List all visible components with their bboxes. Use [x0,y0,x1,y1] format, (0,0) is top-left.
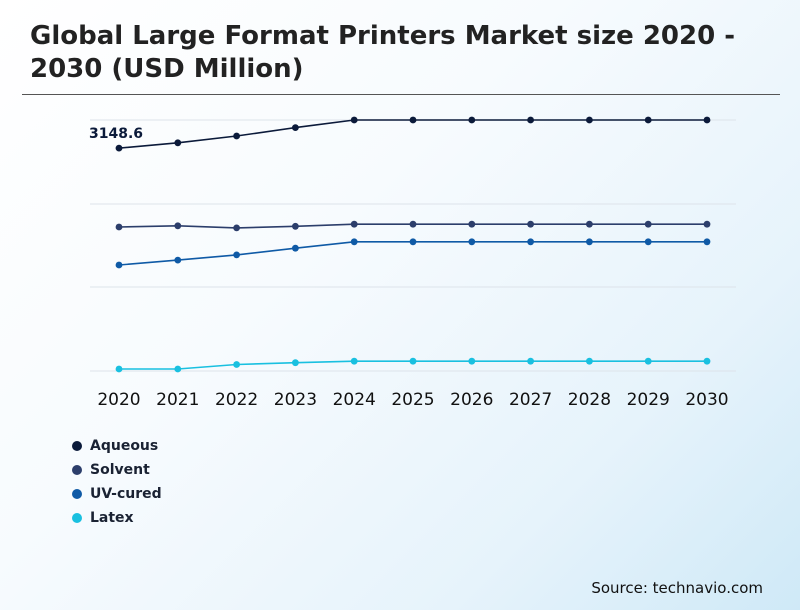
point-uv-cured-2021 [174,256,182,264]
point-solvent-2030 [703,220,711,228]
legend-marker-icon [72,465,82,475]
point-solvent-2026 [468,220,476,228]
line-chart: 2020 2021 2022 2023 2024 2025 2026 2027 2028 2029… [89,116,736,410]
point-latex-2028 [586,357,593,365]
x-tick-2022: 2022 [215,390,258,410]
x-tick-2020: 2020 [97,390,140,410]
point-solvent-2022 [233,224,241,232]
x-axis-ticks: 2020 2021 2022 2023 2024 2025 2026 2027 2028 2029… [97,390,728,410]
point-latex-2024 [350,357,358,365]
point-latex-2022 [233,361,241,368]
legend: Aqueous Solvent UV-cured Latex [72,434,162,530]
point-aqueous-2022 [233,132,241,140]
point-uv-cured-2026 [468,238,476,246]
point-latex-2023 [292,359,299,367]
point-aqueous-2029 [644,116,652,124]
series-lines [115,116,711,373]
point-uv-cured-2023 [292,244,299,252]
x-tick-2026: 2026 [450,390,493,410]
point-aqueous-2025 [409,116,417,124]
point-aqueous-2021 [174,139,182,147]
series-line-aqueous [118,119,707,149]
x-tick-2025: 2025 [391,390,434,410]
point-latex-2021 [174,365,182,373]
point-uv-cured-2029 [644,238,652,246]
x-tick-2027: 2027 [509,390,552,410]
point-latex-2025 [409,357,417,365]
point-latex-2030 [703,357,711,365]
point-solvent-2028 [586,220,593,228]
point-aqueous-2026 [468,116,476,124]
legend-item-latex: Latex [72,506,162,530]
point-latex-2029 [644,357,652,365]
gridlines [90,119,736,372]
point-latex-2027 [527,357,534,365]
point-latex-2026 [468,357,476,365]
point-solvent-2024 [350,220,358,228]
point-uv-cured-2028 [586,238,593,246]
title-divider [22,94,780,95]
x-tick-2024: 2024 [333,390,376,410]
legend-item-aqueous: Aqueous [72,434,162,458]
legend-label: Aqueous [90,438,159,454]
point-uv-cured-2022 [233,251,241,259]
x-tick-2021: 2021 [156,390,199,410]
point-solvent-2027 [527,220,534,228]
data-label-0: 3148.6 [89,126,143,142]
x-tick-2028: 2028 [568,390,611,410]
legend-marker-icon [72,441,82,451]
point-uv-cured-2027 [527,238,534,246]
legend-item-solvent: Solvent [72,458,162,482]
point-uv-cured-2024 [350,238,358,246]
point-aqueous-2023 [292,124,299,131]
legend-label: UV-cured [90,486,162,502]
x-tick-2030: 2030 [685,390,728,410]
point-uv-cured-2030 [703,238,711,246]
point-uv-cured-2020 [115,261,123,269]
point-solvent-2023 [292,222,299,230]
point-solvent-2021 [174,222,182,230]
point-solvent-2029 [644,220,652,228]
point-latex-2020 [115,365,123,373]
legend-item-uv-cured: UV-cured [72,482,162,506]
point-solvent-2020 [115,223,123,231]
point-solvent-2025 [409,220,417,228]
point-aqueous-2030 [703,116,711,124]
chart-title: Global Large Format Printers Market size… [30,21,736,84]
point-aqueous-2028 [586,116,593,124]
point-aqueous-2027 [527,116,534,124]
annotations: 3148.6 [89,126,143,142]
series-line-uv-cured [118,241,707,266]
legend-label: Latex [90,510,134,526]
point-aqueous-2020 [115,144,123,152]
point-uv-cured-2025 [409,238,417,246]
point-aqueous-2024 [350,116,358,124]
source-note: Source: technavio.com [591,579,763,597]
x-tick-2029: 2029 [627,390,670,410]
legend-marker-icon [72,513,82,523]
x-tick-2023: 2023 [274,390,317,410]
legend-marker-icon [72,489,82,499]
legend-label: Solvent [90,462,150,478]
